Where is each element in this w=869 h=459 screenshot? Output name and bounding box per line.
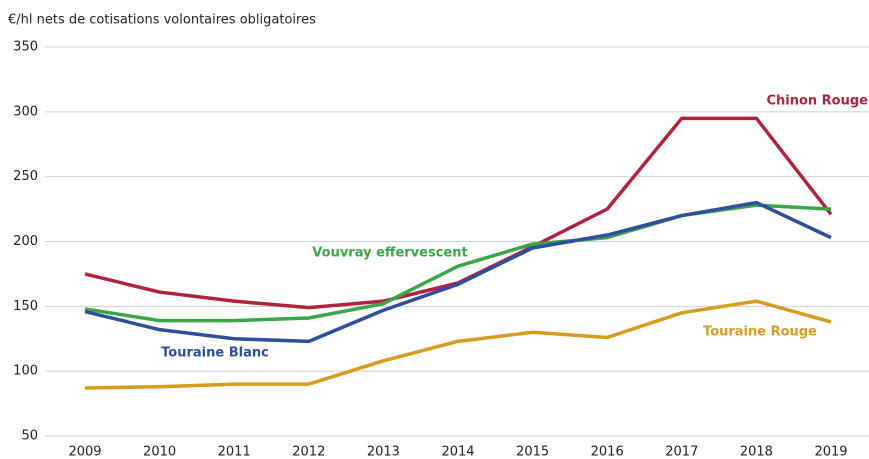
y-tick-label: 100	[13, 364, 38, 379]
x-tick-label: 2016	[591, 445, 624, 459]
x-tick-label: 2011	[218, 445, 251, 459]
series-label: Touraine Rouge	[703, 325, 817, 340]
y-tick-label: 150	[13, 299, 38, 314]
y-tick-label: 50	[21, 429, 38, 444]
y-axis-label: €/hl nets de cotisations volontaires obl…	[8, 13, 316, 28]
series-line	[84, 299, 832, 390]
series-line	[84, 116, 833, 310]
series-line	[84, 203, 832, 323]
x-tick-label: 2017	[665, 445, 698, 459]
x-tick-label: 2018	[740, 445, 773, 459]
y-tick-label: 350	[13, 40, 38, 55]
y-tick-label: 300	[13, 104, 38, 119]
x-tick-label: 2015	[516, 445, 549, 459]
series-label: Chinon Rouge	[766, 94, 868, 109]
x-tick-label: 2019	[814, 445, 847, 459]
y-tick-label: 200	[13, 234, 38, 249]
x-tick-label: 2013	[367, 445, 400, 459]
x-tick-label: 2014	[441, 445, 474, 459]
x-tick-label: 2010	[143, 445, 176, 459]
x-tick-label: 2009	[68, 445, 101, 459]
x-tick-label: 2012	[292, 445, 325, 459]
series-label: Vouvray effervescent	[312, 246, 467, 261]
series-line	[84, 200, 832, 344]
y-tick-label: 250	[13, 169, 38, 184]
series-label: Touraine Blanc	[161, 346, 269, 361]
